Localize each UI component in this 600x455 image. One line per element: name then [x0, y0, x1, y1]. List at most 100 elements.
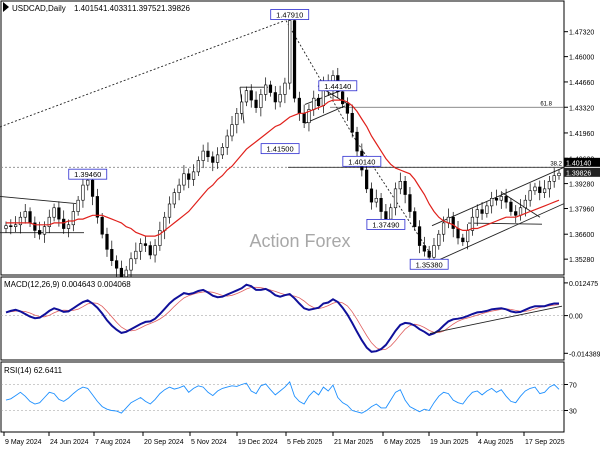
candle-body: [268, 84, 273, 93]
candle-body: [81, 184, 85, 201]
candle-body: [110, 249, 114, 261]
candle-body: [297, 97, 301, 114]
macd-title: MACD(12,26,9) 0.004643 0.004068: [4, 280, 131, 289]
aug-flag-lower: [467, 222, 543, 225]
candle-body: [23, 211, 27, 218]
candle-body: [475, 209, 479, 218]
candle-body: [365, 169, 369, 190]
price-tick-label: 1.39280: [569, 182, 594, 189]
price-tick-label: 1.43320: [569, 105, 594, 112]
macd-signal-line: [5, 286, 560, 351]
fib-61-8-label: 61.8: [540, 101, 552, 107]
time-tick-label: 7 Aug 2024: [95, 439, 131, 446]
candle-body: [278, 94, 282, 103]
time-tick-label: 19 Dec 2024: [238, 439, 278, 446]
candle-body: [389, 207, 393, 220]
macd-line: [5, 283, 559, 353]
candle-body: [408, 194, 412, 212]
candle-body: [38, 230, 42, 235]
time-tick-label: 19 Jun 2025: [430, 439, 469, 446]
rsi-title: RSI(14) 62.6411: [4, 366, 63, 375]
collapse-arrow-icon[interactable]: [3, 2, 9, 12]
price-annotation-label: 1.37490: [372, 220, 399, 229]
candle-body: [466, 230, 470, 243]
price-header-open: 1.40154: [74, 4, 103, 13]
rising-channel-upper: [431, 166, 565, 227]
rsi-line: [5, 381, 560, 414]
candle-body: [379, 198, 383, 212]
candle-body: [456, 228, 460, 239]
moving-average: [6, 99, 560, 237]
price-tick-label: 1.44660: [569, 80, 594, 87]
candle-body: [42, 226, 47, 235]
candle-body: [523, 199, 527, 209]
candle-body: [95, 196, 99, 218]
candle-body: [244, 90, 249, 103]
candle-body: [504, 196, 508, 203]
price-annotation-box: [342, 155, 382, 167]
price-tick-label: 1.37960: [569, 207, 594, 214]
price-tick-label: 1.41960: [569, 131, 594, 138]
price-tag-box: [564, 167, 600, 177]
price-annotation-box: [68, 168, 108, 180]
candle-body: [547, 181, 551, 190]
macd-tick-label: 0.012475: [569, 281, 598, 288]
candle-body: [28, 211, 32, 224]
candle-body: [509, 201, 513, 212]
candle-body: [86, 179, 90, 186]
price-tag-label: 1.39826: [566, 170, 591, 177]
candle-body: [167, 203, 172, 218]
rising-channel-lower: [427, 203, 565, 266]
candle-body: [350, 112, 354, 133]
candle-body: [215, 154, 220, 163]
macd-tick-label: 0.00: [569, 314, 583, 321]
candle-body: [206, 150, 210, 158]
candle-body: [249, 90, 253, 101]
price-grid: 61.8 38.2: [1, 101, 564, 168]
candle-body: [490, 198, 494, 207]
macd-pane: MACD(12,26,9) 0.004643 0.004068: [0, 276, 565, 361]
rsi-pane: RSI(14) 62.6411: [0, 361, 565, 433]
price-annotation-label: 1.44140: [324, 82, 351, 91]
candle-body: [384, 211, 388, 220]
candle-body: [71, 211, 75, 226]
candle-body: [52, 207, 56, 218]
rsi-tick-label: 70: [569, 383, 577, 390]
time-tick-label: 20 Sep 2024: [144, 439, 184, 446]
candle-body: [494, 198, 499, 201]
candle-body: [312, 97, 316, 110]
candle-body: [129, 258, 133, 271]
candle-body: [538, 186, 542, 193]
candle-body: [470, 216, 475, 231]
candle-body: [533, 186, 537, 192]
candle-body: [182, 173, 186, 186]
candle-body: [413, 211, 417, 227]
aug-flag-upper: [501, 192, 541, 218]
candle-body: [240, 101, 244, 114]
price-pane: USDCAD,Daily 1.40154 1.40331 1.39752 1.3…: [0, 0, 565, 293]
price-axis: 1.473201.460001.446601.433201.419601.406…: [564, 30, 600, 264]
macd-trendline: [429, 305, 563, 334]
candle-body: [355, 131, 359, 152]
candle-body: [172, 192, 176, 205]
candle-body: [316, 97, 321, 107]
time-axis: 9 May 2024 24 Jun 2024 7 Aug 2024 20 Sep 20…: [3, 432, 565, 446]
candle-body: [201, 150, 205, 161]
price-annotation-label: 1.47910: [276, 11, 303, 20]
price-tag-box: [564, 157, 600, 167]
macd-plot: [1, 283, 564, 353]
candle-body: [437, 233, 441, 246]
candle-body: [191, 171, 196, 180]
price-annotation-label: 1.35380: [416, 260, 443, 269]
moving-average-line: [6, 99, 560, 237]
price-annotation-box: [409, 258, 449, 270]
time-tick-label: 17 Sep 2025: [525, 439, 565, 446]
candle-body: [259, 94, 263, 108]
candle-body: [552, 175, 556, 182]
candle-body: [283, 82, 287, 95]
candlesticks: [4, 12, 561, 287]
candle-body: [427, 250, 431, 258]
candle-body: [254, 99, 258, 108]
price-tick-label: 1.36600: [569, 232, 594, 239]
